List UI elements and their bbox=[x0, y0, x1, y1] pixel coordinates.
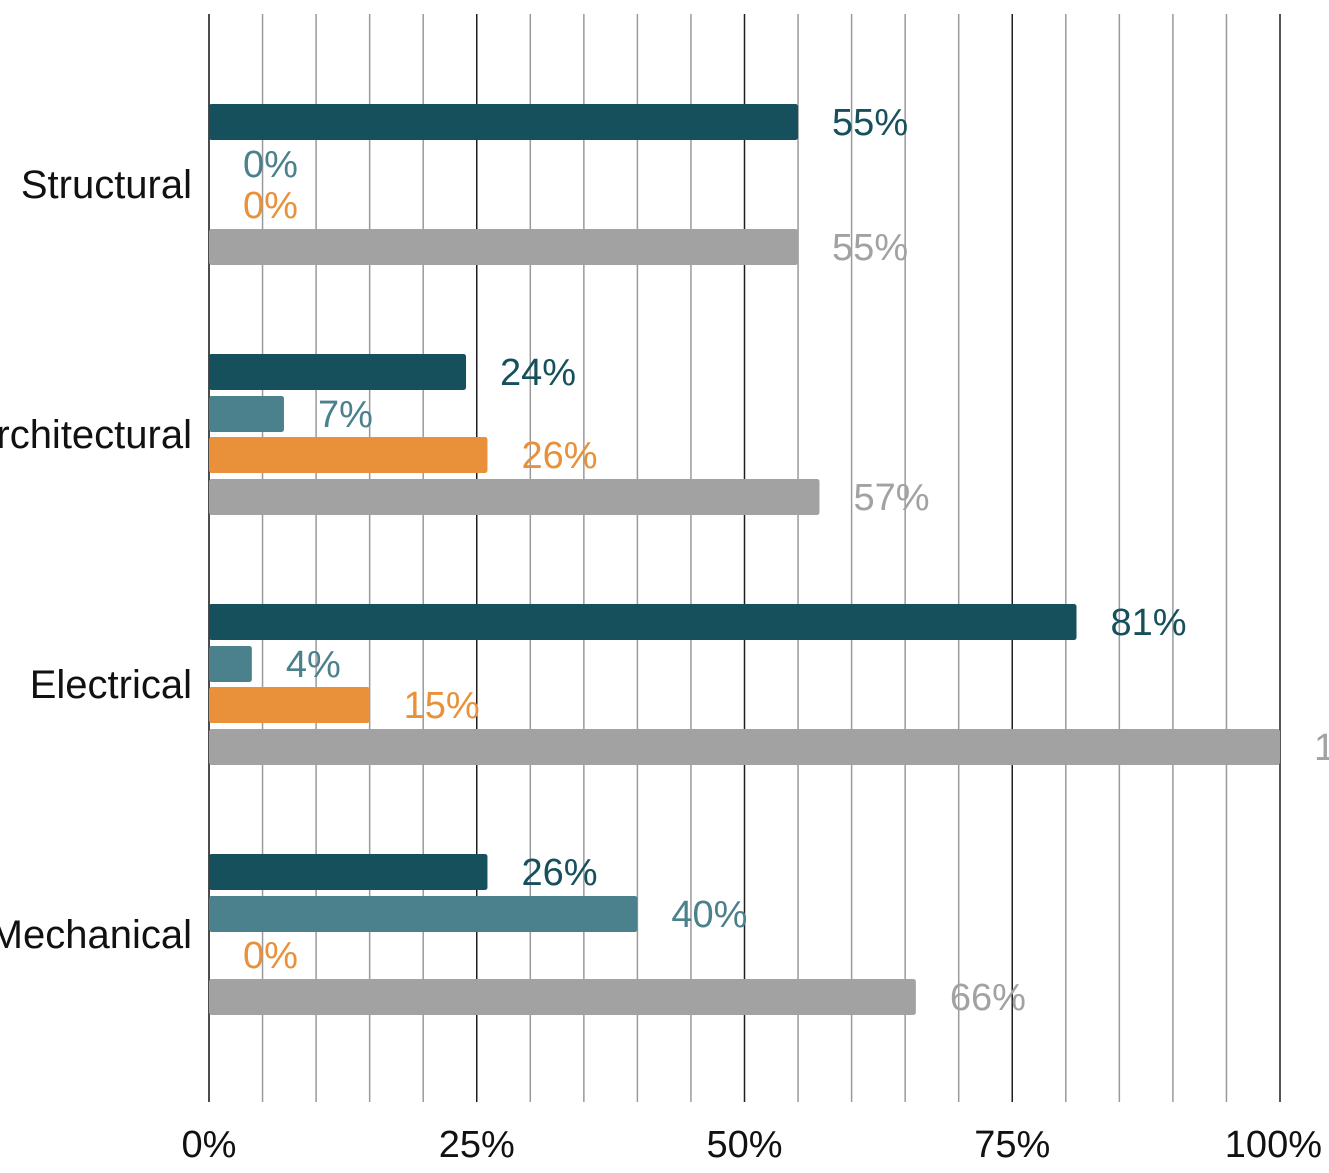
bar bbox=[209, 604, 1077, 640]
x-tick-label: 75% bbox=[974, 1124, 1050, 1166]
x-tick-label: 25% bbox=[439, 1124, 515, 1166]
category-label: Structural bbox=[21, 163, 192, 207]
data-label: 4% bbox=[286, 644, 341, 686]
data-label: 66% bbox=[950, 977, 1026, 1019]
bars bbox=[209, 104, 1280, 1015]
x-tick-label: 50% bbox=[706, 1124, 782, 1166]
data-label: 57% bbox=[853, 477, 929, 519]
x-tick-label: 0% bbox=[182, 1124, 237, 1166]
data-label: 1 bbox=[1314, 727, 1329, 769]
data-label: 81% bbox=[1111, 602, 1187, 644]
bar bbox=[209, 854, 488, 890]
data-label: 15% bbox=[404, 685, 480, 727]
data-label: 0% bbox=[243, 935, 298, 977]
gridlines bbox=[208, 14, 1281, 1102]
value-labels: 55%0%0%55%24%7%26%57%81%4%15%126%40%0%66… bbox=[243, 102, 1329, 1019]
category-label: Electrical bbox=[30, 663, 192, 707]
bar bbox=[209, 479, 820, 515]
data-label: 7% bbox=[318, 394, 373, 436]
bar bbox=[209, 229, 799, 265]
category-label: Architectural bbox=[0, 413, 192, 457]
data-label: 0% bbox=[243, 144, 298, 186]
bar bbox=[209, 354, 467, 390]
data-label: 0% bbox=[243, 185, 298, 227]
bar bbox=[209, 687, 370, 723]
bar bbox=[209, 396, 284, 432]
bar bbox=[209, 437, 488, 473]
bar bbox=[209, 896, 638, 932]
data-label: 26% bbox=[521, 852, 597, 894]
data-label: 26% bbox=[521, 435, 597, 477]
data-label: 24% bbox=[500, 352, 576, 394]
bar bbox=[209, 104, 799, 140]
data-label: 40% bbox=[671, 894, 747, 936]
bar bbox=[209, 729, 1280, 765]
bar bbox=[209, 979, 916, 1015]
category-label: Mechanical bbox=[0, 913, 192, 957]
data-label: 55% bbox=[832, 227, 908, 269]
category-labels: Structural Architectural Electrical Mechani… bbox=[0, 163, 192, 957]
x-axis-tick-labels: 0% 25% 50% 75% 100% bbox=[182, 1124, 1322, 1166]
x-tick-label: 100% bbox=[1225, 1124, 1322, 1166]
data-label: 55% bbox=[832, 102, 908, 144]
bar bbox=[209, 646, 252, 682]
